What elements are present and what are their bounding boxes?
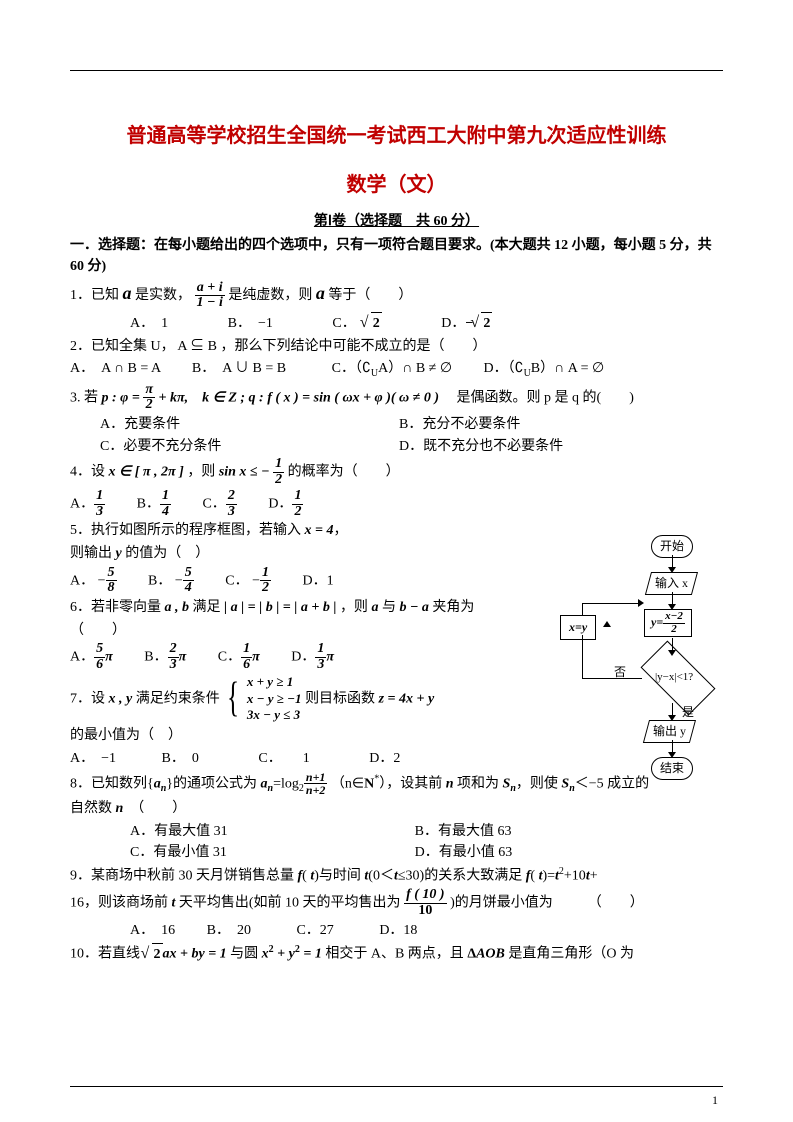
q8-options: A．有最大值 31C．有最小值 31 B．有最大值 63D．有最小值 63: [130, 821, 723, 864]
q3-options: A．充要条件C．必要不充分条件 B．充分不必要条件D．既不充分也不必要条件: [100, 414, 723, 457]
top-rule: [70, 70, 723, 71]
q1-pre: 1．已知: [70, 288, 123, 303]
q1-options: A． 1 B． −1 C． 2 D．−2: [130, 312, 723, 335]
flow-yes-label: 是: [682, 703, 694, 722]
flow-output: 输出 y: [643, 720, 696, 743]
q1-mid2: 是纯虚数，则: [228, 288, 316, 303]
q9-options: A． 16 B． 20 C．27 D．18: [130, 920, 723, 942]
q1-post: 等于（ ）: [328, 288, 412, 303]
q4-options: A．13 B．14 C．23 D．12: [70, 489, 723, 519]
question-8b: 自然数 n （ ）: [70, 798, 723, 820]
question-4: 4．设 x ∈ [ π , 2π ] ，则 sin x ≤ − 12 的概率为（…: [70, 457, 723, 487]
q1-mid: 是实数，: [135, 288, 191, 303]
exam-title: 普通高等学校招生全国统一考试西工大附中第九次适应性训练: [70, 121, 723, 152]
question-3: 3. 若 p : φ = π2 + kπ, k ∈ Z ; q : f ( x …: [70, 383, 723, 413]
flow-assign: y=x−22: [644, 609, 692, 637]
question-9: 9．某商场中秋前 30 天月饼销售总量 f( t)与时间 t(0＜t≤30)的关…: [70, 864, 723, 887]
flow-no-label: 否: [614, 663, 626, 682]
question-1: 1．已知 a 是实数， a + i1 − i 是纯虚数，则 a 等于（ ）: [70, 280, 723, 311]
part-label: 第Ⅰ卷（选择题 共 60 分）: [70, 211, 723, 233]
exam-subject: 数学（文）: [70, 170, 723, 201]
section-heading: 一．选择题：在每小题给出的四个选项中，只有一项符合题目要求。(本大题共 12 小…: [70, 235, 723, 278]
flow-decision: |y−x|<1?: [641, 641, 716, 716]
flow-xeqy: x=y: [560, 615, 596, 640]
q2-options: A． A ∩ B = A B． A ∪ B = B C．（∁UA）∩ B ≠ ∅…: [70, 358, 723, 381]
bottom-rule: [70, 1086, 723, 1087]
question-10: 10．若直线 2ax + by = 1 与圆 x2 + y2 = 1 相交于 A…: [70, 942, 723, 965]
page-number: 1: [712, 1091, 718, 1110]
flow-end: 结束: [651, 757, 693, 780]
question-9b: 16，则该商场前 t 天平均售出(如前 10 天的平均售出为 f ( 10 )1…: [70, 888, 723, 918]
flowchart: 开始 输入 x y=x−22 x=y |y−x|<1? 否 是 输出 y 结束: [556, 535, 731, 795]
question-2: 2．已知全集 U， A ⊆ B ，那么下列结论中可能不成立的是（ ）: [70, 336, 723, 358]
